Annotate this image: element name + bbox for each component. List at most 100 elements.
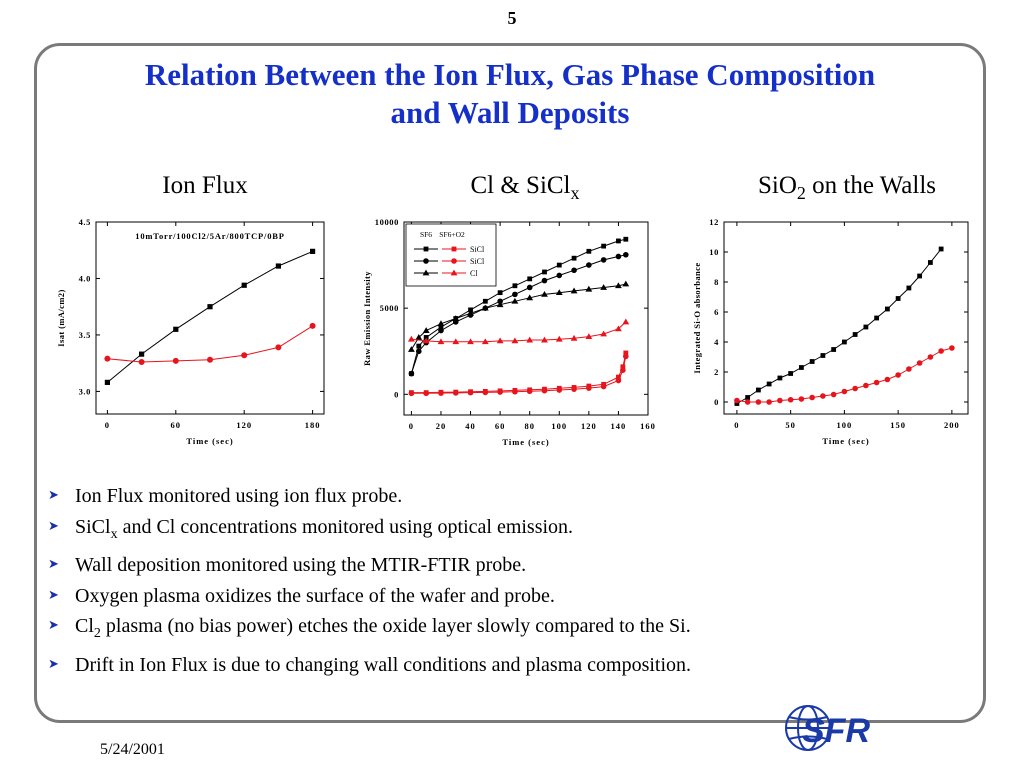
data-point — [616, 374, 621, 380]
arrow-bullet-icon: ➤ — [48, 557, 59, 572]
slide-title: Relation Between the Ion Flux, Gas Phase… — [34, 56, 986, 132]
data-point — [895, 296, 901, 301]
data-point — [241, 282, 247, 288]
x-tick-label: 0 — [105, 420, 110, 430]
legend-label: Cl — [470, 269, 478, 278]
data-point — [451, 246, 457, 252]
data-point — [615, 325, 622, 332]
data-point — [600, 284, 608, 290]
ion-flux-chart: 0 60 120 180 3.0 3.5 4.0 4.5 Time (sec) Isat (mA/… — [56, 217, 325, 446]
data-point — [422, 269, 430, 276]
bullet-text: Oxygen plasma oxidizes the surface of th… — [75, 584, 555, 607]
data-point — [415, 348, 422, 355]
x-tick-label: 50 — [785, 420, 796, 430]
data-point — [917, 273, 923, 279]
heading-sio2: SiO2 on the Walls — [712, 172, 982, 204]
y-tick-label: 3.5 — [79, 330, 91, 340]
x-tick-label: 160 — [640, 421, 656, 431]
data-point — [555, 335, 563, 342]
x-tick-label: 120 — [581, 421, 597, 431]
data-point — [138, 359, 145, 366]
data-point — [496, 337, 504, 344]
arrow-bullet-icon: ➤ — [48, 656, 59, 672]
data-point — [556, 272, 563, 279]
data-point — [416, 343, 422, 349]
data-point — [497, 389, 503, 395]
data-point — [874, 315, 880, 321]
y-tick-label: 4.5 — [79, 217, 91, 227]
plot-frame — [723, 221, 969, 415]
data-point — [949, 345, 955, 351]
data-point — [438, 390, 444, 396]
heading-ion-flux: Ion Flux — [100, 172, 310, 200]
data-point — [481, 304, 489, 311]
y-tick-label: 0 — [394, 389, 399, 399]
data-point — [622, 318, 630, 325]
series-line — [736, 248, 942, 404]
data-point — [310, 248, 316, 254]
data-point — [745, 395, 751, 400]
legend-box — [405, 223, 497, 287]
chart-annotation: 10mTorr/100Cl2/5Ar/800TCP/0BP — [135, 231, 284, 241]
y-axis-label: Isat (mA/cm2) — [56, 289, 66, 346]
data-point — [873, 379, 880, 386]
data-point — [423, 246, 429, 252]
y-tick-label: 5000 — [380, 303, 399, 313]
data-point — [556, 387, 563, 393]
data-point — [541, 277, 548, 284]
data-point — [438, 327, 444, 334]
sfr-logo: SFR — [785, 705, 870, 751]
data-point — [884, 376, 891, 383]
data-point — [241, 352, 248, 359]
data-point — [623, 350, 629, 356]
data-point — [927, 354, 934, 360]
slide-date: 5/24/2001 — [100, 741, 165, 758]
data-point — [938, 246, 944, 252]
bullet-text: Drift in Ion Flux is due to changing wal… — [75, 653, 692, 676]
series-line — [411, 321, 627, 343]
data-point — [623, 236, 629, 242]
data-point — [407, 346, 415, 352]
data-point — [620, 364, 626, 370]
data-point — [755, 387, 761, 393]
data-point — [451, 258, 457, 264]
data-point — [895, 372, 901, 378]
series-line — [411, 352, 627, 394]
data-point — [852, 385, 858, 392]
data-point — [481, 338, 489, 345]
data-point — [600, 330, 608, 337]
arrow-bullet-icon: ➤ — [48, 518, 59, 534]
x-axis-label: Time (sec) — [186, 436, 233, 446]
data-point — [570, 334, 578, 341]
data-point — [452, 390, 459, 396]
data-point — [798, 396, 805, 402]
data-point — [541, 290, 548, 297]
data-point — [104, 355, 111, 362]
data-point — [139, 351, 145, 357]
bullet-item: ➤ Ion Flux monitored using ion flux probe… — [48, 481, 691, 512]
data-point — [415, 334, 423, 340]
data-point — [407, 335, 415, 342]
data-point — [468, 307, 473, 313]
x-tick-label: 60 — [171, 420, 182, 430]
plot-frame — [95, 221, 325, 415]
title-line-2: and Wall Deposits — [390, 95, 630, 130]
data-point — [809, 359, 815, 364]
data-point — [585, 285, 593, 292]
data-point — [309, 322, 316, 329]
x-tick-label: 60 — [495, 421, 506, 431]
legend-label: SiCl — [470, 245, 485, 254]
data-point — [600, 383, 607, 390]
legend-header: SF6+O2 — [439, 230, 465, 239]
data-point — [766, 399, 772, 405]
data-point — [820, 393, 826, 399]
data-point — [496, 301, 504, 308]
legend-label: SiCl — [470, 257, 485, 266]
data-point — [512, 388, 518, 395]
bullet-text: Ion Flux monitored using ion flux probe. — [75, 485, 403, 507]
legend-header: SF6 — [420, 230, 432, 239]
globe-icon — [785, 705, 831, 751]
data-point — [788, 371, 794, 376]
data-point — [452, 338, 460, 345]
x-axis-label: Time (sec) — [822, 436, 869, 446]
